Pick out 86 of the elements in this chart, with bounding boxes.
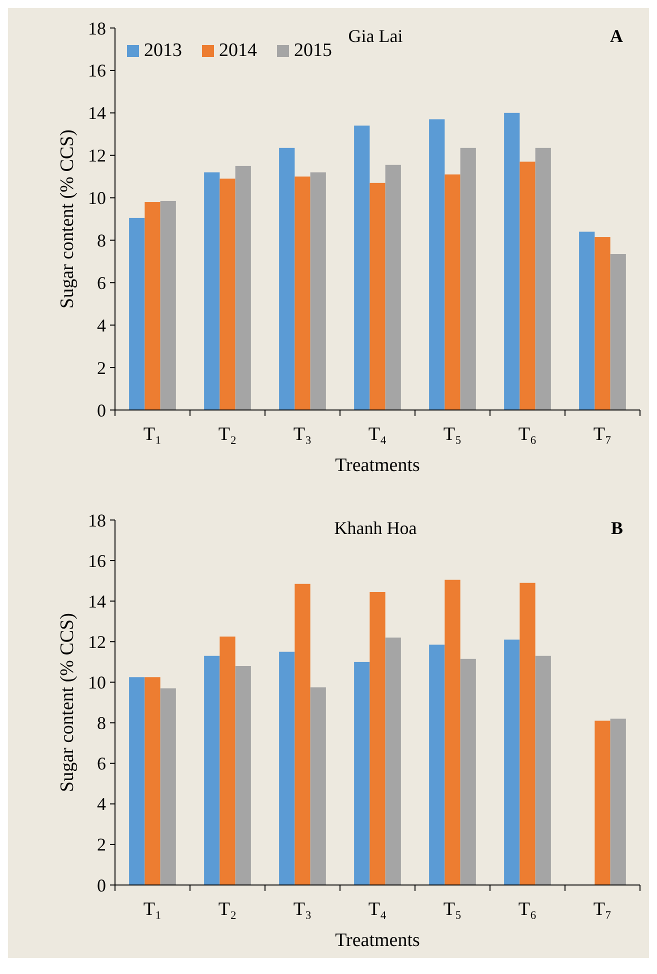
bar [294,176,310,410]
y-tick-label: 18 [88,510,106,530]
bar [160,688,176,885]
x-tick-label: T₄ [368,424,387,445]
y-tick-label: 4 [97,794,106,814]
bar [444,174,460,410]
x-tick-label: T₆ [518,424,537,445]
bar [444,580,460,885]
bar [429,119,445,410]
annotation: A [610,26,623,46]
bar [144,202,160,410]
bar [504,640,520,885]
y-tick-label: 16 [88,60,106,81]
y-tick-label: 18 [88,18,106,38]
bar [535,656,551,885]
x-tick-label: T₂ [218,424,237,445]
bar [460,658,476,885]
x-tick-label: T₁ [143,424,162,445]
y-axis-title: Sugar content (% CCS) [57,613,78,792]
bar [220,636,236,885]
chart-title: Khanh Hoa [334,518,417,538]
bar [279,652,295,885]
y-tick-label: 12 [88,146,106,166]
x-tick-label: T₆ [518,899,537,920]
bar [535,148,551,410]
x-tick-label: T₂ [218,899,237,920]
y-tick-label: 14 [88,103,106,124]
x-axis-title: Treatments [335,455,420,476]
bar [370,182,386,410]
y-tick-label: 2 [97,834,106,855]
bar [520,582,536,885]
y-axis-title: Sugar content (% CCS) [57,130,78,308]
legend-label: 2014 [219,40,258,61]
legend-label: 2015 [294,40,332,61]
bar [204,172,220,410]
y-tick-label: 14 [88,591,106,612]
legend-label: 2013 [144,40,182,61]
y-tick-label: 0 [97,875,106,896]
x-axis-title: Treatments [335,930,420,951]
bar [310,687,326,885]
bar [594,720,610,885]
y-tick-label: 8 [97,230,106,251]
chart-title: Gia Lai [348,26,403,46]
bar [594,237,610,410]
bar [220,178,236,410]
bar [520,162,536,410]
x-tick-label: T₁ [143,899,162,920]
x-tick-label: T₅ [443,899,462,920]
bar [610,254,626,410]
bar [370,592,386,885]
bar [579,232,595,410]
bar [235,666,251,885]
bar [354,126,370,410]
y-tick-label: 12 [88,632,106,652]
bar [385,164,401,410]
x-tick-label: T₄ [368,899,387,920]
y-tick-label: 6 [97,272,106,293]
y-tick-label: 4 [97,315,106,336]
bar [460,148,476,410]
x-tick-label: T₃ [293,424,312,445]
bar [160,200,176,410]
x-tick-label: T₅ [443,424,462,445]
y-tick-label: 0 [97,400,106,420]
y-tick-label: 10 [88,188,106,208]
bar [129,218,145,410]
bar [294,584,310,885]
bar [204,656,220,885]
bar [144,677,160,885]
bar [429,644,445,885]
bar [310,172,326,410]
bar [385,638,401,885]
bar [504,112,520,410]
x-tick-label: T₇ [593,899,612,920]
bar [610,718,626,885]
y-tick-label: 6 [97,754,106,774]
bar [129,677,145,885]
y-tick-label: 10 [88,672,106,693]
x-tick-label: T₇ [593,424,612,445]
annotation: B [610,518,623,538]
y-tick-label: 2 [97,358,106,378]
bar [235,166,251,410]
bar [354,662,370,885]
y-tick-label: 16 [88,550,106,571]
bar [279,148,295,410]
y-tick-label: 8 [97,713,106,734]
x-tick-label: T₃ [293,899,312,920]
